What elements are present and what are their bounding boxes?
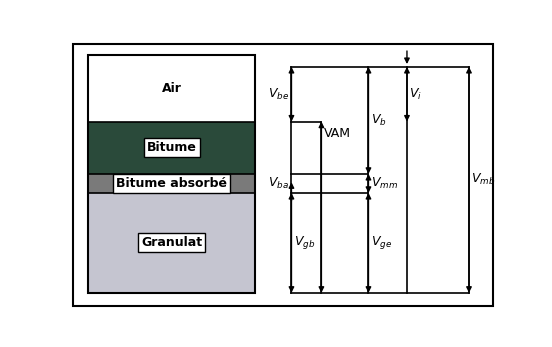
- Bar: [88, 174, 255, 193]
- Text: Granulat: Granulat: [141, 236, 202, 249]
- Text: Bitume absorbé: Bitume absorbé: [116, 177, 227, 190]
- Text: $V_{ba}$: $V_{ba}$: [268, 176, 289, 191]
- Text: VAM: VAM: [323, 127, 351, 140]
- Text: $V_{be}$: $V_{be}$: [268, 87, 289, 102]
- Text: $V_{mm}$: $V_{mm}$: [370, 176, 397, 191]
- Text: $V_{gb}$: $V_{gb}$: [294, 234, 315, 251]
- Bar: [88, 55, 255, 293]
- Text: $V_{mb}$: $V_{mb}$: [471, 172, 495, 187]
- Text: Bitume: Bitume: [147, 141, 197, 154]
- Bar: [88, 121, 255, 174]
- Bar: [88, 193, 255, 293]
- Text: $V_{ge}$: $V_{ge}$: [370, 234, 392, 251]
- Bar: [88, 55, 255, 121]
- Text: Air: Air: [162, 82, 182, 95]
- Text: $V_i$: $V_i$: [409, 87, 422, 102]
- Text: $V_b$: $V_b$: [370, 113, 386, 128]
